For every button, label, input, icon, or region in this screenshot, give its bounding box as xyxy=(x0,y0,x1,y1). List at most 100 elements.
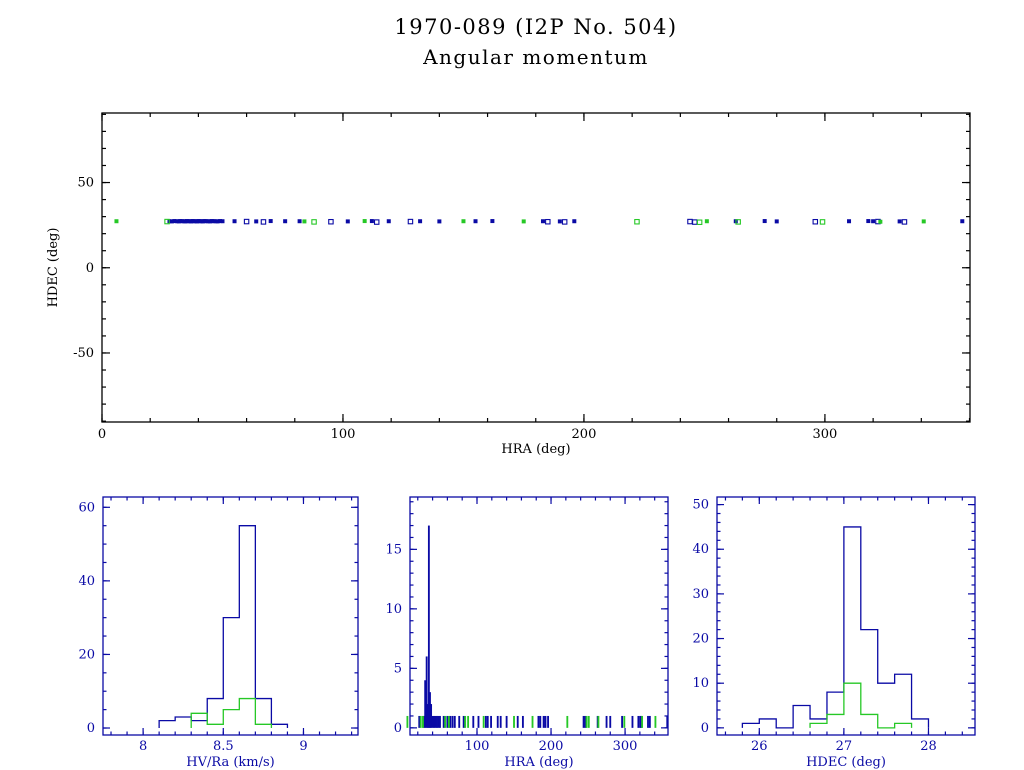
hist-bar xyxy=(406,715,409,728)
y-tick-label: 50 xyxy=(77,176,94,191)
hist-bar xyxy=(582,715,585,728)
y-tick-label: 10 xyxy=(692,676,709,691)
data-point xyxy=(254,219,259,224)
series-secondary-filled xyxy=(114,219,926,224)
series-all xyxy=(741,526,930,729)
x-tick-label: 28 xyxy=(920,739,937,754)
plot-frame xyxy=(409,496,669,736)
data-point xyxy=(812,218,819,225)
hist-bar xyxy=(431,715,434,728)
hist-bar xyxy=(496,715,499,728)
hist-bar xyxy=(666,715,669,728)
hist-bar xyxy=(436,715,438,728)
hist-bar xyxy=(482,715,485,728)
x-tick-label: 8 xyxy=(139,739,147,754)
y-tick-label: 20 xyxy=(692,632,709,647)
hist-bar xyxy=(654,715,657,728)
y-tick-label: 0 xyxy=(701,721,709,736)
hist-bar xyxy=(424,680,427,728)
hist-bar xyxy=(419,715,422,728)
x-axis-label: HRA (deg) xyxy=(504,755,573,770)
hist-bar xyxy=(584,715,587,728)
x-tick-label: 300 xyxy=(613,739,638,754)
data-point xyxy=(897,219,902,224)
data-point xyxy=(297,219,302,224)
plot-subtitle: Angular momentum xyxy=(423,45,649,69)
x-axis-label: HDEC (deg) xyxy=(806,755,886,770)
data-point xyxy=(345,219,350,224)
hist-bar xyxy=(472,715,475,728)
scatter-hdec-vs-hra: 0 100 200 300 -50 0 50 HRA (deg) HDEC (deg) xyxy=(46,112,971,457)
data-point xyxy=(386,219,391,224)
data-point xyxy=(418,219,423,224)
data-point xyxy=(232,219,237,224)
hist-outline xyxy=(190,697,273,729)
data-point xyxy=(215,219,220,224)
x-tick-label: 100 xyxy=(331,427,356,442)
y-tick-label: 15 xyxy=(385,542,402,557)
data-point xyxy=(302,219,307,224)
hist-bar xyxy=(587,715,590,728)
histogram-hdec: 26 27 28 0 10 20 30 40 50 HDEC (deg) xyxy=(692,496,976,770)
hist-bar xyxy=(462,715,465,728)
hist-bar xyxy=(490,715,492,728)
y-tick-label: 0 xyxy=(87,721,95,736)
data-point xyxy=(960,219,965,224)
x-tick-label: 100 xyxy=(465,739,490,754)
hist-bar xyxy=(458,715,461,728)
hist-bar xyxy=(499,715,502,728)
hist-bar xyxy=(425,656,428,728)
y-tick-label: 0 xyxy=(86,261,94,276)
hist-bar xyxy=(442,715,445,728)
x-tick-label: 200 xyxy=(539,739,564,754)
data-point xyxy=(557,219,562,224)
x-tick-label: 300 xyxy=(813,427,838,442)
series-all xyxy=(418,525,669,728)
y-tick-label: 10 xyxy=(385,602,402,617)
hist-outline xyxy=(809,682,913,729)
data-point xyxy=(762,219,767,224)
x-axis-label: HV/Ra (km/s) xyxy=(186,755,274,770)
data-point xyxy=(260,219,267,225)
hist-bar xyxy=(486,715,489,728)
hist-bar xyxy=(464,715,467,728)
y-tick-label: 20 xyxy=(78,647,95,662)
hist-bar xyxy=(433,715,435,728)
hist-bar xyxy=(542,715,545,728)
data-point xyxy=(687,218,693,225)
hist-outline xyxy=(741,526,930,729)
x-tick-label: 27 xyxy=(836,739,853,754)
series-secondary-open xyxy=(164,218,826,225)
hist-bar xyxy=(453,715,456,728)
y-tick-label: 60 xyxy=(78,500,95,515)
y-axis-label: HDEC (deg) xyxy=(46,228,61,308)
hist-bar xyxy=(513,715,515,728)
data-point xyxy=(169,219,174,224)
hist-bar xyxy=(505,715,508,728)
hist-bar xyxy=(447,715,450,728)
hist-bar xyxy=(597,715,600,728)
hist-bar xyxy=(609,715,612,728)
hist-bar xyxy=(547,715,549,728)
data-point xyxy=(540,219,545,224)
hist-bar xyxy=(516,715,519,728)
data-point xyxy=(921,219,926,224)
hist-bar xyxy=(451,715,454,728)
data-point xyxy=(461,219,466,224)
hist-bar xyxy=(605,715,608,728)
data-point xyxy=(243,218,250,225)
hist-bar xyxy=(637,715,640,728)
hist-bar xyxy=(484,715,487,728)
data-point xyxy=(866,219,871,224)
data-point xyxy=(473,219,478,224)
hist-outline xyxy=(158,525,289,729)
hist-bar xyxy=(537,715,540,728)
data-point xyxy=(268,219,273,224)
x-tick-label: 26 xyxy=(751,739,768,754)
data-point xyxy=(114,219,119,224)
hist-bar xyxy=(437,715,440,728)
hist-bar xyxy=(418,715,421,728)
y-tick-label: 30 xyxy=(692,587,709,602)
hist-bar xyxy=(621,715,624,728)
